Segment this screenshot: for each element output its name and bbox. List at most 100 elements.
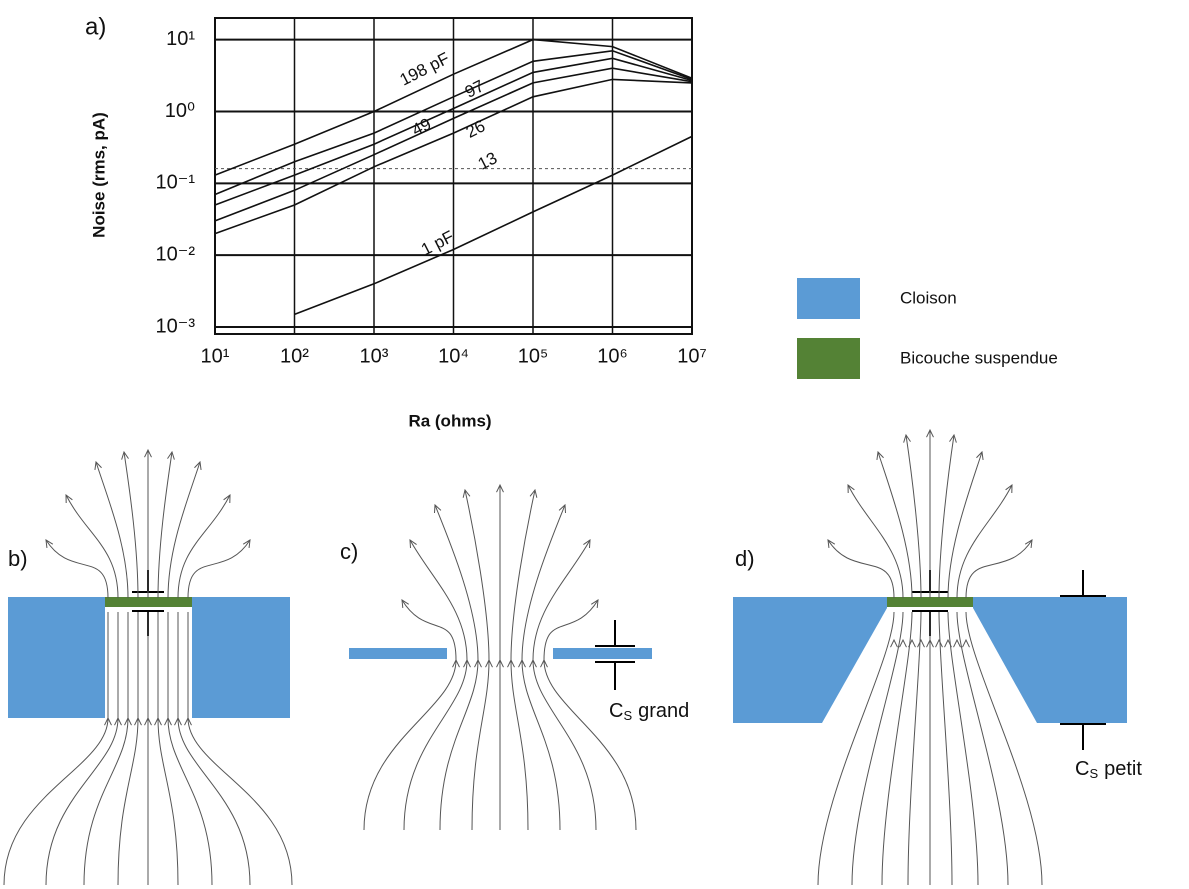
- arrowhead: [154, 716, 162, 726]
- y-axis-title: Noise (rms, pA): [89, 112, 108, 238]
- arrowhead: [134, 716, 142, 726]
- series-line: [214, 57, 693, 206]
- annotation: CS grand: [609, 700, 689, 723]
- partition: [8, 597, 105, 718]
- partition: [553, 648, 652, 659]
- arrowhead: [899, 638, 907, 648]
- arrowhead: [496, 483, 504, 493]
- arrowhead: [184, 716, 192, 726]
- x-tick-label: 10³: [360, 345, 389, 367]
- partition: [192, 597, 290, 718]
- x-tick-label: 10⁴: [438, 345, 469, 367]
- legend-label: Bicouche suspendue: [900, 348, 1058, 367]
- field-line: [157, 451, 173, 599]
- field-line: [532, 659, 597, 831]
- legend-swatch: [797, 338, 860, 379]
- field-line: [434, 504, 479, 661]
- field-line: [3, 612, 109, 886]
- annotation-symbol: C: [609, 700, 623, 722]
- field-line: [409, 539, 468, 661]
- partition: [733, 597, 887, 723]
- annotation-subscript: S: [1089, 766, 1098, 781]
- series-line: [214, 78, 693, 235]
- arrowhead: [890, 638, 898, 648]
- series-label: 26: [463, 116, 488, 142]
- field-line: [510, 489, 536, 661]
- field-line: [65, 494, 119, 599]
- arrowhead: [462, 488, 471, 498]
- arrowhead: [926, 428, 934, 438]
- arrowhead: [976, 450, 984, 460]
- field-line: [464, 489, 490, 661]
- capacitor: [595, 620, 635, 690]
- arrowhead: [944, 638, 952, 648]
- field-line: [157, 612, 179, 886]
- field-line: [123, 451, 139, 599]
- arrowhead: [935, 638, 943, 648]
- arrowhead: [463, 658, 471, 668]
- legend-label: Cloison: [900, 288, 957, 307]
- arrowhead: [104, 716, 112, 726]
- annotation-subscript: S: [623, 708, 632, 723]
- arrowhead: [65, 493, 73, 504]
- field-line: [83, 612, 129, 886]
- arrowhead: [223, 493, 231, 504]
- field-line: [177, 612, 251, 886]
- field-line: [187, 612, 293, 886]
- field-line: [532, 539, 591, 661]
- series-line: [294, 135, 693, 316]
- arrowhead: [529, 658, 537, 668]
- x-tick-label: 10¹: [201, 345, 230, 367]
- panel-label: d): [735, 546, 755, 571]
- y-tick-label: 10⁻²: [156, 243, 196, 265]
- field-line: [521, 659, 561, 831]
- panel-label: c): [340, 539, 358, 564]
- arrowhead: [926, 638, 934, 648]
- field-line: [817, 611, 895, 886]
- arrowhead: [409, 538, 417, 549]
- arrowhead: [124, 716, 132, 726]
- arrowhead: [401, 599, 410, 609]
- field-line: [947, 611, 979, 886]
- arrowhead: [242, 539, 251, 549]
- arrowhead: [121, 450, 129, 460]
- arrowhead: [1024, 539, 1033, 549]
- series-label: 97: [462, 76, 487, 102]
- arrowhead: [962, 638, 970, 648]
- arrowhead: [953, 638, 961, 648]
- field-line: [543, 599, 599, 661]
- field-line: [965, 539, 1033, 599]
- arrowhead: [474, 658, 482, 668]
- arrowhead: [949, 433, 957, 443]
- field-line: [363, 659, 457, 831]
- x-tick-label: 10⁵: [518, 345, 549, 367]
- field-line: [881, 611, 913, 886]
- partition: [973, 597, 1127, 723]
- series-line: [214, 38, 693, 176]
- arrowhead: [194, 460, 202, 470]
- arrowhead: [540, 658, 548, 668]
- arrowhead: [144, 448, 152, 458]
- annotation-text: grand: [638, 700, 689, 722]
- arrowhead: [452, 658, 460, 668]
- arrowhead: [908, 638, 916, 648]
- field-line: [521, 504, 566, 661]
- arrowhead: [174, 716, 182, 726]
- field-line: [403, 659, 468, 831]
- field-line: [956, 484, 1013, 599]
- bilayer: [105, 597, 192, 607]
- field-line: [827, 539, 895, 599]
- y-tick-label: 10⁰: [165, 100, 195, 122]
- y-tick-label: 10⁻¹: [156, 172, 196, 194]
- field-line: [95, 461, 129, 599]
- arrowhead: [518, 658, 526, 668]
- field-line: [167, 461, 201, 599]
- series-label: 13: [475, 148, 500, 174]
- field-line: [45, 539, 109, 599]
- field-line: [938, 434, 955, 599]
- x-tick-label: 10⁷: [677, 345, 706, 367]
- arrowhead: [876, 450, 884, 460]
- field-line: [543, 659, 637, 831]
- arrowhead: [45, 539, 54, 549]
